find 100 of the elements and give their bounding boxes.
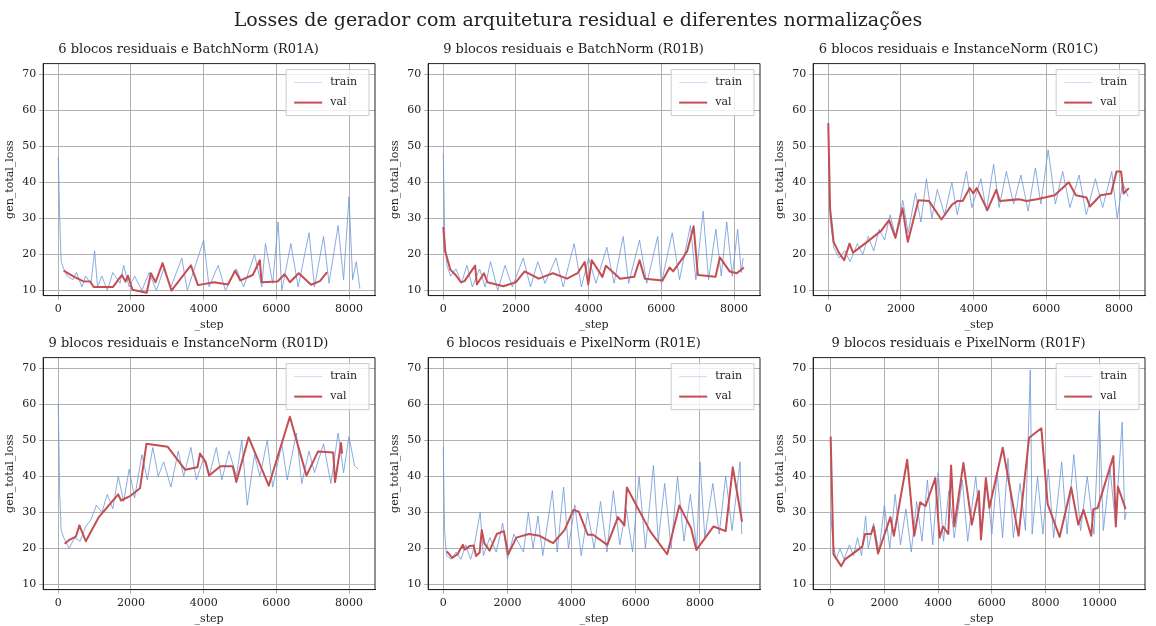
x-axis-title: _step bbox=[579, 612, 609, 626]
x-tick-label: 2000 bbox=[116, 596, 145, 610]
y-tick-label: 70 bbox=[792, 66, 807, 80]
legend-label: train bbox=[1100, 75, 1127, 89]
x-tick-label: 4000 bbox=[189, 302, 218, 316]
x-tick-label: 8000 bbox=[720, 302, 749, 316]
x-tick-label: 8000 bbox=[685, 596, 714, 610]
y-tick-label: 70 bbox=[22, 66, 37, 80]
y-tick-label: 50 bbox=[22, 139, 37, 153]
y-axis-title: gen_total_loss bbox=[388, 139, 402, 219]
y-tick-label: 10 bbox=[407, 283, 422, 297]
y-tick-label: 40 bbox=[407, 175, 422, 189]
legend-label: train bbox=[330, 369, 357, 383]
x-tick-label: 0 bbox=[439, 596, 447, 610]
y-tick-label: 20 bbox=[792, 247, 807, 261]
y-tick-label: 30 bbox=[407, 211, 422, 225]
y-tick-label: 50 bbox=[792, 433, 807, 447]
y-tick-label: 60 bbox=[22, 103, 37, 116]
y-tick-label: 10 bbox=[407, 577, 422, 591]
legend-label: val bbox=[714, 389, 732, 403]
y-tick-label: 70 bbox=[22, 360, 37, 374]
y-tick-label: 50 bbox=[792, 139, 807, 153]
x-tick-label: 2000 bbox=[886, 302, 915, 316]
y-tick-label: 10 bbox=[22, 577, 37, 591]
x-tick-label: 4000 bbox=[959, 302, 988, 316]
x-tick-label: 6000 bbox=[977, 596, 1006, 610]
legend-label: train bbox=[330, 75, 357, 89]
x-tick-label: 6000 bbox=[262, 596, 291, 610]
y-tick-label: 10 bbox=[792, 283, 807, 297]
y-tick-label: 30 bbox=[22, 505, 37, 519]
x-tick-label: 0 bbox=[439, 302, 447, 316]
x-axis-title: _step bbox=[194, 318, 224, 332]
y-tick-label: 50 bbox=[407, 139, 422, 153]
x-tick-label: 4000 bbox=[189, 596, 218, 610]
y-tick-label: 70 bbox=[407, 360, 422, 374]
y-axis-title: gen_total_loss bbox=[388, 433, 402, 513]
x-tick-label: 6000 bbox=[1032, 302, 1061, 316]
y-axis-title: gen_total_loss bbox=[773, 433, 787, 513]
x-tick-label: 2000 bbox=[870, 596, 899, 610]
x-tick-label: 8000 bbox=[335, 596, 364, 610]
x-tick-label: 4000 bbox=[574, 302, 603, 316]
y-tick-label: 10 bbox=[22, 283, 37, 297]
x-tick-label: 4000 bbox=[557, 596, 586, 610]
x-tick-label: 4000 bbox=[924, 596, 953, 610]
y-tick-label: 40 bbox=[22, 469, 37, 483]
legend-label: val bbox=[329, 389, 347, 403]
x-axis-title: _step bbox=[194, 612, 224, 626]
x-tick-label: 8000 bbox=[1031, 596, 1060, 610]
x-tick-label: 6000 bbox=[647, 302, 676, 316]
text: Losses de gerador com arquitetura residual e diferentes normalizações bbox=[233, 8, 923, 30]
legend-label: train bbox=[715, 369, 742, 383]
y-tick-label: 60 bbox=[407, 103, 422, 116]
x-tick-label: 2000 bbox=[116, 302, 145, 316]
chart-title: 9 blocos residuais e InstanceNorm (R01D) bbox=[48, 335, 329, 351]
y-tick-label: 40 bbox=[407, 469, 422, 483]
y-tick-label: 30 bbox=[792, 211, 807, 225]
legend-label: train bbox=[1100, 369, 1127, 383]
y-tick-label: 60 bbox=[792, 397, 807, 410]
y-tick-label: 20 bbox=[407, 247, 422, 261]
y-tick-label: 30 bbox=[22, 211, 37, 225]
x-tick-label: 2000 bbox=[501, 302, 530, 316]
x-tick-label: 6000 bbox=[262, 302, 291, 316]
chart-title: 6 blocos residuais e PixelNorm (R01E) bbox=[446, 335, 701, 351]
y-tick-label: 60 bbox=[792, 103, 807, 116]
y-tick-label: 70 bbox=[407, 66, 422, 80]
chart-title: 6 blocos residuais e InstanceNorm (R01C) bbox=[818, 41, 1099, 57]
y-tick-label: 70 bbox=[792, 360, 807, 374]
y-tick-label: 30 bbox=[792, 505, 807, 519]
y-tick-label: 60 bbox=[22, 397, 37, 410]
x-axis-title: _step bbox=[964, 318, 994, 332]
y-tick-label: 30 bbox=[407, 505, 422, 519]
y-tick-label: 20 bbox=[22, 541, 37, 555]
y-tick-label: 10 bbox=[792, 577, 807, 591]
x-tick-label: 0 bbox=[824, 302, 832, 316]
x-tick-label: 0 bbox=[54, 302, 62, 316]
x-tick-label: 2000 bbox=[493, 596, 522, 610]
legend-label: val bbox=[1099, 389, 1117, 403]
y-tick-label: 40 bbox=[792, 469, 807, 483]
x-axis-title: _step bbox=[964, 612, 994, 626]
y-axis-title: gen_total_loss bbox=[3, 433, 17, 513]
legend-label: val bbox=[1099, 95, 1117, 109]
x-tick-label: 0 bbox=[54, 596, 62, 610]
y-axis-title: gen_total_loss bbox=[3, 139, 17, 219]
chart-title: 6 blocos residuais e BatchNorm (R01A) bbox=[58, 41, 319, 57]
x-tick-label: 6000 bbox=[621, 596, 650, 610]
y-tick-label: 40 bbox=[792, 175, 807, 189]
y-tick-label: 20 bbox=[22, 247, 37, 261]
y-tick-label: 50 bbox=[22, 433, 37, 447]
x-tick-label: 10000 bbox=[1081, 596, 1117, 610]
legend-label: train bbox=[715, 75, 742, 89]
y-tick-label: 20 bbox=[792, 541, 807, 555]
y-tick-label: 40 bbox=[22, 175, 37, 189]
y-tick-label: 60 bbox=[407, 397, 422, 410]
chart-title: 9 blocos residuais e PixelNorm (R01F) bbox=[831, 335, 1086, 351]
x-axis-title: _step bbox=[579, 318, 609, 332]
x-tick-label: 8000 bbox=[1105, 302, 1134, 316]
y-tick-label: 20 bbox=[407, 541, 422, 555]
x-tick-label: 8000 bbox=[335, 302, 364, 316]
legend-label: val bbox=[329, 95, 347, 109]
legend-label: val bbox=[714, 95, 732, 109]
